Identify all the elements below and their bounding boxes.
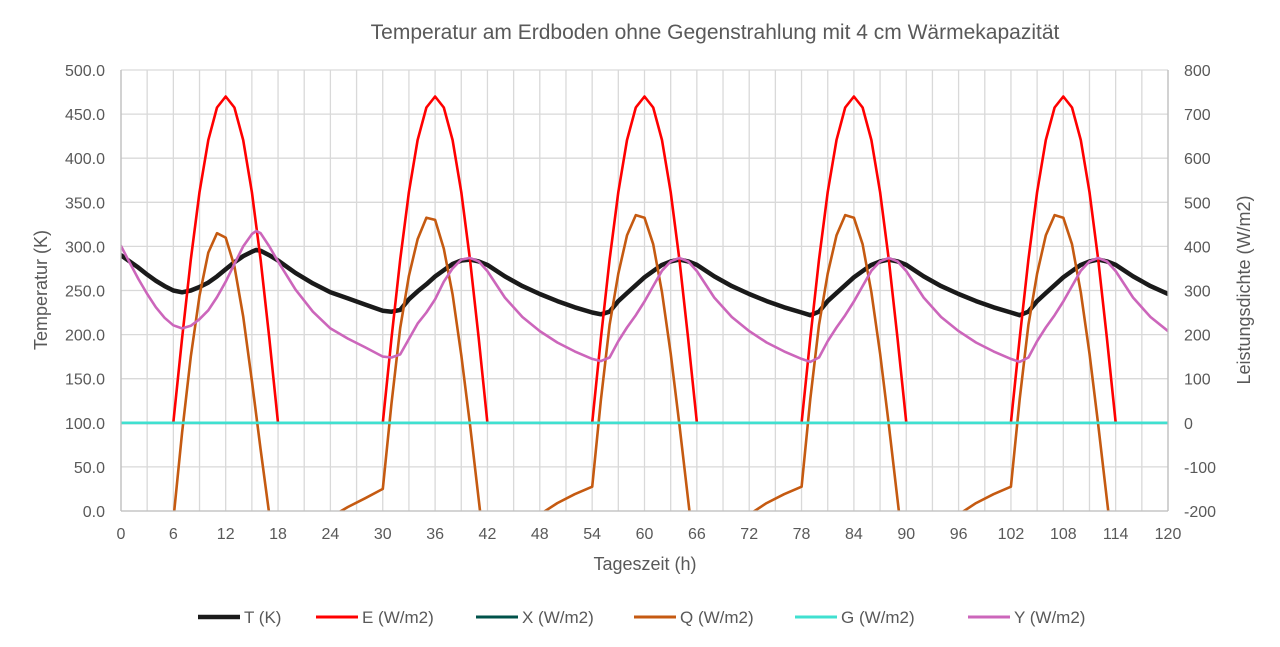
series-line-e (172, 95, 1117, 425)
legend-item-y: Y (W/m2) (968, 608, 1085, 627)
x-tick-label: 24 (322, 526, 340, 543)
x-tick-label: 0 (117, 526, 126, 543)
y-left-tick-label: 350.0 (65, 195, 105, 212)
x-tick-label: 66 (688, 526, 706, 543)
y-right-tick-label: 700 (1184, 107, 1211, 124)
y-left-tick-label: 400.0 (65, 151, 105, 168)
chart-title: Temperatur am Erdboden ohne Gegenstrahlu… (371, 21, 1060, 44)
legend-item-q: Q (W/m2) (634, 608, 754, 627)
x-tick-label: 108 (1050, 526, 1077, 543)
y-right-tick-label: -200 (1184, 504, 1216, 521)
x-tick-label: 96 (950, 526, 968, 543)
legend-label: E (W/m2) (362, 608, 434, 627)
x-tick-label: 78 (793, 526, 811, 543)
x-tick-label: 54 (583, 526, 601, 543)
x-tick-label: 36 (426, 526, 444, 543)
y-left-tick-label: 300.0 (65, 239, 105, 256)
y-right-tick-label: 600 (1184, 151, 1211, 168)
legend-label: T (K) (244, 608, 281, 627)
y-right-tick-label: 0 (1184, 416, 1193, 433)
y-right-tick-label: -100 (1184, 460, 1216, 477)
legend-item-x: X (W/m2) (476, 608, 594, 627)
legend-item-t: T (K) (198, 608, 281, 627)
x-tick-label: 12 (217, 526, 235, 543)
y-left-tick-label: 50.0 (74, 460, 105, 477)
y-axis-right-title: Leistungsdichte (W/m2) (1234, 195, 1254, 384)
axes: 0 6 12 18 24 30 36 42 48 54 60 66 72 78 84 90 96 102 108 11… (65, 63, 1216, 543)
x-tick-label: 72 (740, 526, 758, 543)
y-right-tick-label: 100 (1184, 372, 1211, 389)
x-tick-label: 114 (1103, 526, 1129, 543)
legend-item-g: G (W/m2) (795, 608, 915, 627)
x-tick-label: 18 (269, 526, 287, 543)
x-tick-label: 84 (845, 526, 863, 543)
legend-label: Q (W/m2) (680, 608, 754, 627)
y-left-tick-label: 450.0 (65, 107, 105, 124)
y-left-tick-label: 200.0 (65, 328, 105, 345)
x-tick-label: 30 (374, 526, 392, 543)
y-right-tick-label: 300 (1184, 284, 1211, 301)
legend-item-e: E (W/m2) (316, 608, 434, 627)
x-axis-title: Tageszeit (h) (593, 554, 696, 574)
y-left-tick-label: 100.0 (65, 416, 105, 433)
y-axis-left-title: Temperatur (K) (31, 230, 51, 350)
x-tick-label: 102 (998, 526, 1025, 543)
series-group (121, 95, 1168, 511)
x-tick-label: 42 (479, 526, 497, 543)
series-line-q (172, 213, 1110, 511)
x-tick-label: 6 (169, 526, 178, 543)
x-tick-label: 90 (897, 526, 915, 543)
y-right-tick-label: 800 (1184, 63, 1211, 80)
legend-label: G (W/m2) (841, 608, 915, 627)
y-left-tick-label: 250.0 (65, 284, 105, 301)
y-left-tick-label: 0.0 (83, 504, 105, 521)
gridlines (120, 69, 1169, 512)
x-tick-label: 60 (636, 526, 654, 543)
x-tick-label: 48 (531, 526, 549, 543)
legend: T (K) E (W/m2) X (W/m2) Q (W/m2) G (W/m2) Y (… (198, 608, 1085, 627)
x-tick-label: 120 (1155, 526, 1182, 543)
series-line-t (121, 247, 1168, 318)
y-left-tick-label: 500.0 (65, 63, 105, 80)
y-right-tick-label: 200 (1184, 328, 1211, 345)
legend-label: X (W/m2) (522, 608, 594, 627)
legend-label: Y (W/m2) (1014, 608, 1085, 627)
y-right-tick-label: 500 (1184, 195, 1211, 212)
y-left-tick-label: 150.0 (65, 372, 105, 389)
y-right-tick-label: 400 (1184, 239, 1211, 256)
series-line-y (121, 229, 1168, 364)
